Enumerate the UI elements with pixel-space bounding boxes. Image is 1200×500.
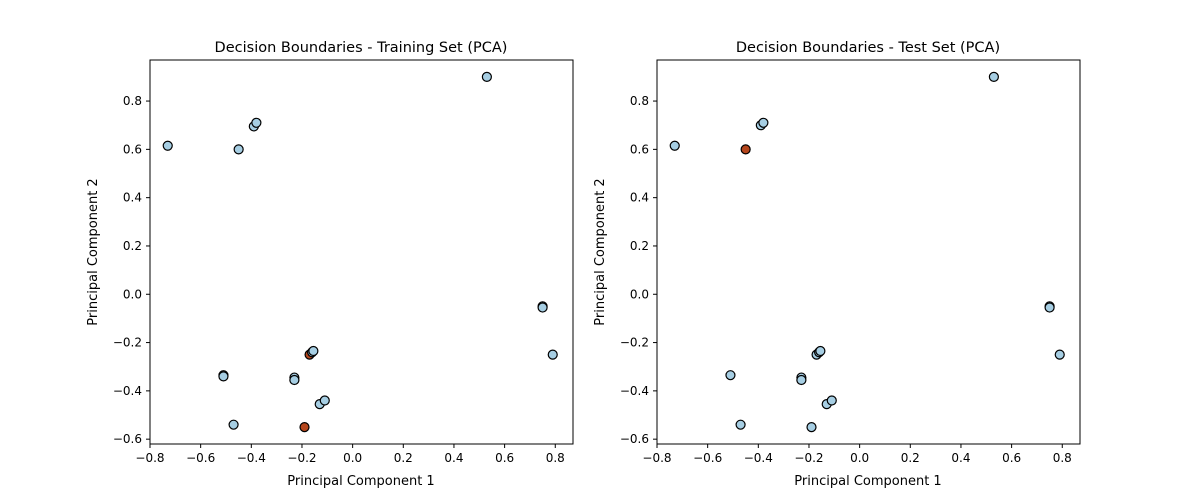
data-points — [162, 71, 558, 433]
data-point — [1054, 349, 1065, 360]
x-axis-label: Principal Component 1 — [794, 474, 941, 489]
x-tick-label: 0.0 — [343, 451, 362, 465]
data-point — [299, 421, 310, 433]
y-axis-label: Principal Component 2 — [593, 178, 608, 325]
data-point — [1044, 302, 1055, 313]
data-point — [218, 371, 229, 382]
x-tick-label: 0.8 — [546, 451, 565, 465]
data-point — [806, 421, 817, 433]
data-point — [826, 395, 837, 406]
data-point — [740, 144, 751, 155]
data-point — [481, 71, 492, 83]
y-axis-label: Principal Component 2 — [86, 178, 101, 325]
data-point — [796, 374, 807, 386]
data-point — [228, 419, 239, 430]
chart-title: Decision Boundaries - Training Set (PCA) — [215, 40, 508, 56]
y-tick-label: 0.0 — [123, 287, 142, 301]
data-point — [308, 345, 319, 357]
y-tick-label: 0.4 — [630, 191, 649, 205]
x-tick-label: 0.2 — [394, 451, 413, 465]
x-tick-label: −0.8 — [135, 451, 164, 465]
plot-frame — [656, 59, 1081, 445]
x-tick-label: −0.2 — [287, 451, 316, 465]
x-tick-label: 0.4 — [951, 451, 970, 465]
data-point — [815, 345, 826, 357]
x-tick-label: −0.6 — [186, 451, 215, 465]
data-point — [289, 374, 300, 386]
y-tick-label: 0.2 — [123, 239, 142, 253]
chart-training-set: Decision Boundaries - Training Set (PCA)… — [86, 40, 574, 489]
chart-test-set: Decision Boundaries - Test Set (PCA) Pri… — [593, 40, 1081, 489]
y-tick-label: −0.2 — [113, 336, 142, 350]
y-tick-label: 0.0 — [630, 287, 649, 301]
data-point — [725, 370, 736, 381]
x-tick-label: −0.4 — [744, 451, 773, 465]
x-tick-label: 0.2 — [901, 451, 920, 465]
x-tick-label: 0.6 — [495, 451, 514, 465]
data-point — [251, 117, 262, 128]
plot-frame — [149, 59, 574, 445]
x-tick-label: −0.4 — [237, 451, 266, 465]
x-tick-label: −0.8 — [642, 451, 671, 465]
y-tick-label: 0.8 — [630, 94, 649, 108]
x-tick-label: 0.0 — [850, 451, 869, 465]
y-tick-label: 0.6 — [123, 142, 142, 156]
y-tick-label: −0.6 — [620, 432, 649, 446]
x-tick-label: 0.8 — [1053, 451, 1072, 465]
data-point — [669, 140, 680, 151]
x-axis-label: Principal Component 1 — [287, 474, 434, 489]
data-points — [669, 71, 1065, 433]
data-point — [233, 144, 244, 155]
y-tick-label: 0.8 — [123, 94, 142, 108]
chart-title: Decision Boundaries - Test Set (PCA) — [736, 40, 1000, 56]
data-point — [319, 395, 330, 406]
y-tick-label: 0.6 — [630, 142, 649, 156]
x-tick-label: −0.2 — [794, 451, 823, 465]
y-tick-label: −0.6 — [113, 432, 142, 446]
data-point — [547, 349, 558, 360]
y-tick-label: −0.2 — [620, 336, 649, 350]
axis-ticks: −0.8 −0.6 −0.4 −0.2 0.0 0.2 0.4 0.6 0.8 −0.6 −0.4 −… — [113, 94, 565, 465]
data-point — [537, 302, 548, 313]
y-tick-label: −0.4 — [113, 384, 142, 398]
axis-ticks: −0.8 −0.6 −0.4 −0.2 0.0 0.2 0.4 0.6 0.8 −0.6 −0.4 −… — [620, 94, 1072, 465]
x-tick-label: 0.6 — [1002, 451, 1021, 465]
x-tick-label: 0.4 — [444, 451, 463, 465]
y-tick-label: 0.2 — [630, 239, 649, 253]
y-tick-label: −0.4 — [620, 384, 649, 398]
data-point — [988, 71, 999, 83]
data-point — [162, 140, 173, 151]
data-point — [735, 419, 746, 430]
data-point — [758, 117, 769, 128]
x-tick-label: −0.6 — [693, 451, 722, 465]
y-tick-label: 0.4 — [123, 191, 142, 205]
